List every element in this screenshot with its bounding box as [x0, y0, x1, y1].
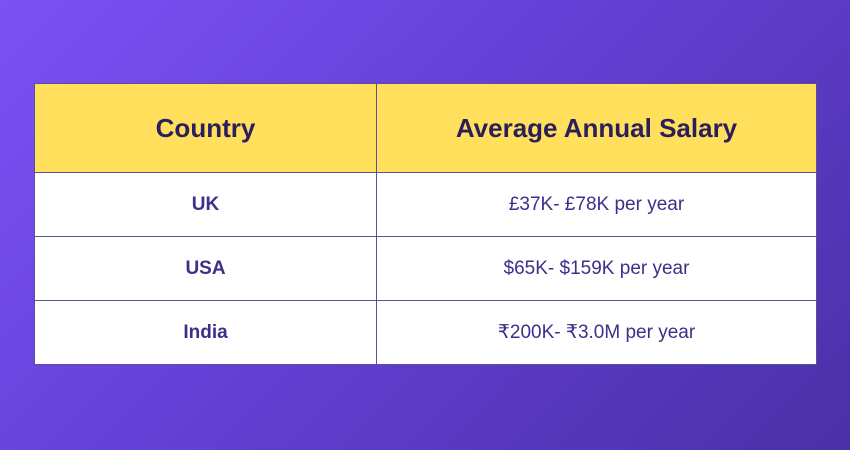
- header-row: Country Average Annual Salary: [34, 83, 817, 173]
- table-header: Country Average Annual Salary: [34, 83, 817, 173]
- country-header: Country: [34, 83, 377, 173]
- table-row: UK £37K- £78K per year: [34, 172, 817, 237]
- country-cell: India: [34, 300, 377, 365]
- country-cell: USA: [34, 236, 377, 301]
- table-body: UK £37K- £78K per year USA $65K- $159K p…: [34, 172, 817, 365]
- salary-cell: ₹200K- ₹3.0M per year: [376, 300, 817, 365]
- table-row: India ₹200K- ₹3.0M per year: [34, 300, 817, 365]
- country-cell: UK: [34, 172, 377, 237]
- salary-table: Country Average Annual Salary UK £37K- £…: [34, 83, 817, 365]
- salary-cell: $65K- $159K per year: [376, 236, 817, 301]
- table-row: USA $65K- $159K per year: [34, 236, 817, 301]
- salary-header: Average Annual Salary: [376, 83, 817, 173]
- salary-cell: £37K- £78K per year: [376, 172, 817, 237]
